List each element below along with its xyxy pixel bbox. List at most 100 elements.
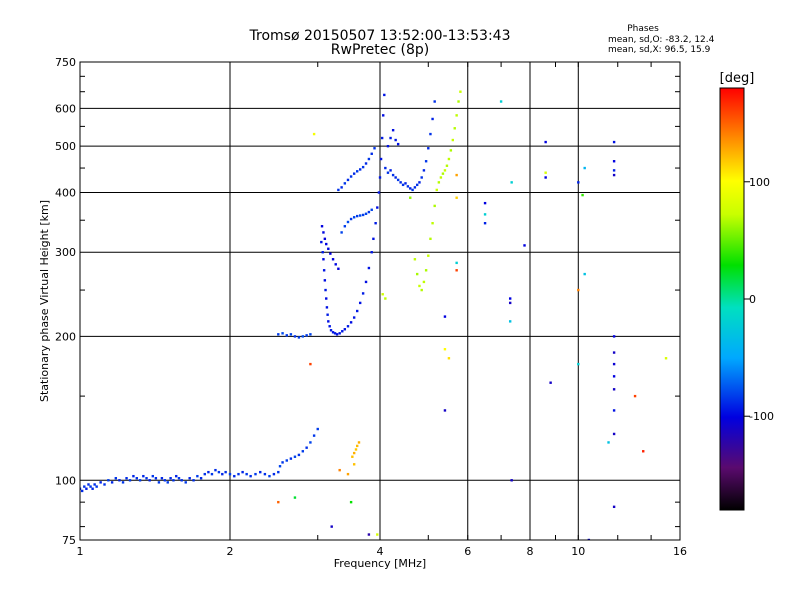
data-point bbox=[612, 351, 616, 354]
data-point bbox=[437, 181, 441, 184]
data-point bbox=[443, 409, 447, 412]
data-point bbox=[272, 472, 276, 476]
data-point bbox=[415, 183, 419, 187]
data-point bbox=[329, 329, 333, 332]
data-point bbox=[241, 470, 244, 474]
data-point bbox=[331, 331, 335, 334]
data-point bbox=[355, 170, 359, 173]
data-point bbox=[447, 157, 451, 161]
data-point bbox=[499, 100, 503, 103]
data-point bbox=[583, 272, 586, 276]
data-point bbox=[443, 315, 447, 318]
data-point bbox=[449, 149, 453, 152]
data-point bbox=[427, 254, 430, 257]
data-point bbox=[612, 362, 616, 366]
data-point bbox=[338, 468, 341, 472]
data-point bbox=[376, 206, 379, 209]
data-point bbox=[337, 267, 340, 270]
data-point bbox=[192, 479, 195, 482]
data-point bbox=[312, 434, 316, 437]
data-point bbox=[391, 128, 395, 132]
data-points bbox=[80, 90, 668, 540]
data-point bbox=[399, 181, 402, 184]
data-point bbox=[293, 496, 297, 499]
colorbar-tick-label: 100 bbox=[749, 176, 770, 189]
data-point bbox=[370, 251, 373, 254]
data-point bbox=[358, 301, 362, 305]
data-point bbox=[329, 252, 332, 255]
data-point bbox=[335, 333, 339, 336]
data-point bbox=[196, 474, 199, 478]
data-point bbox=[322, 258, 325, 261]
data-point bbox=[346, 325, 350, 328]
data-point bbox=[285, 334, 288, 337]
data-point bbox=[577, 288, 580, 292]
data-point bbox=[114, 477, 118, 480]
data-point bbox=[577, 181, 580, 184]
data-point bbox=[83, 485, 86, 488]
data-point bbox=[483, 201, 487, 205]
data-point bbox=[612, 160, 616, 163]
data-point bbox=[664, 357, 668, 360]
data-point bbox=[355, 309, 359, 313]
data-point bbox=[163, 479, 167, 482]
phases-title: Phases bbox=[627, 24, 659, 34]
data-point bbox=[301, 450, 305, 453]
data-point bbox=[157, 481, 161, 484]
data-point bbox=[346, 472, 350, 476]
data-point bbox=[95, 485, 98, 488]
data-point bbox=[396, 178, 400, 182]
data-point bbox=[325, 297, 328, 300]
data-point bbox=[394, 138, 397, 142]
phases-stat-x: mean, sd,X: 96.5, 15.9 bbox=[608, 45, 711, 55]
data-point bbox=[221, 472, 224, 476]
data-point bbox=[309, 441, 312, 444]
data-point bbox=[237, 472, 240, 476]
data-point bbox=[374, 222, 377, 225]
data-point bbox=[386, 171, 390, 174]
data-point bbox=[424, 160, 428, 163]
data-point bbox=[367, 533, 371, 536]
data-point bbox=[207, 470, 210, 474]
y-tick-label: 75 bbox=[62, 534, 76, 547]
data-point bbox=[376, 533, 379, 536]
data-point bbox=[349, 175, 353, 178]
data-point bbox=[80, 489, 84, 493]
data-point bbox=[352, 451, 356, 455]
data-point bbox=[305, 446, 308, 449]
data-point bbox=[177, 477, 181, 480]
data-point bbox=[145, 477, 148, 480]
colorbar-tick-label: 0 bbox=[749, 293, 756, 306]
data-point bbox=[413, 186, 417, 189]
data-point bbox=[373, 147, 376, 150]
data-point bbox=[508, 301, 512, 305]
data-point bbox=[429, 132, 432, 136]
data-point bbox=[483, 213, 487, 216]
data-point bbox=[429, 237, 432, 241]
data-point bbox=[457, 100, 460, 103]
data-point bbox=[577, 362, 580, 366]
data-point bbox=[346, 220, 350, 224]
data-point bbox=[447, 357, 451, 360]
data-point bbox=[93, 483, 96, 486]
data-point bbox=[285, 459, 288, 462]
data-point bbox=[293, 335, 297, 338]
data-point bbox=[396, 142, 400, 146]
data-point bbox=[148, 479, 151, 482]
data-point bbox=[289, 457, 293, 460]
data-point bbox=[166, 481, 169, 484]
data-point bbox=[431, 117, 434, 121]
x-axis-label: Frequency [MHz] bbox=[334, 557, 426, 570]
data-point bbox=[404, 182, 407, 185]
data-point bbox=[364, 162, 368, 165]
data-point bbox=[330, 525, 333, 528]
data-point bbox=[259, 470, 262, 474]
data-point bbox=[367, 266, 371, 270]
data-point bbox=[367, 210, 371, 214]
data-point bbox=[305, 334, 308, 337]
data-point bbox=[378, 176, 382, 179]
data-point bbox=[612, 375, 616, 378]
data-point bbox=[633, 394, 637, 398]
data-point bbox=[210, 472, 214, 476]
data-point bbox=[418, 284, 421, 288]
